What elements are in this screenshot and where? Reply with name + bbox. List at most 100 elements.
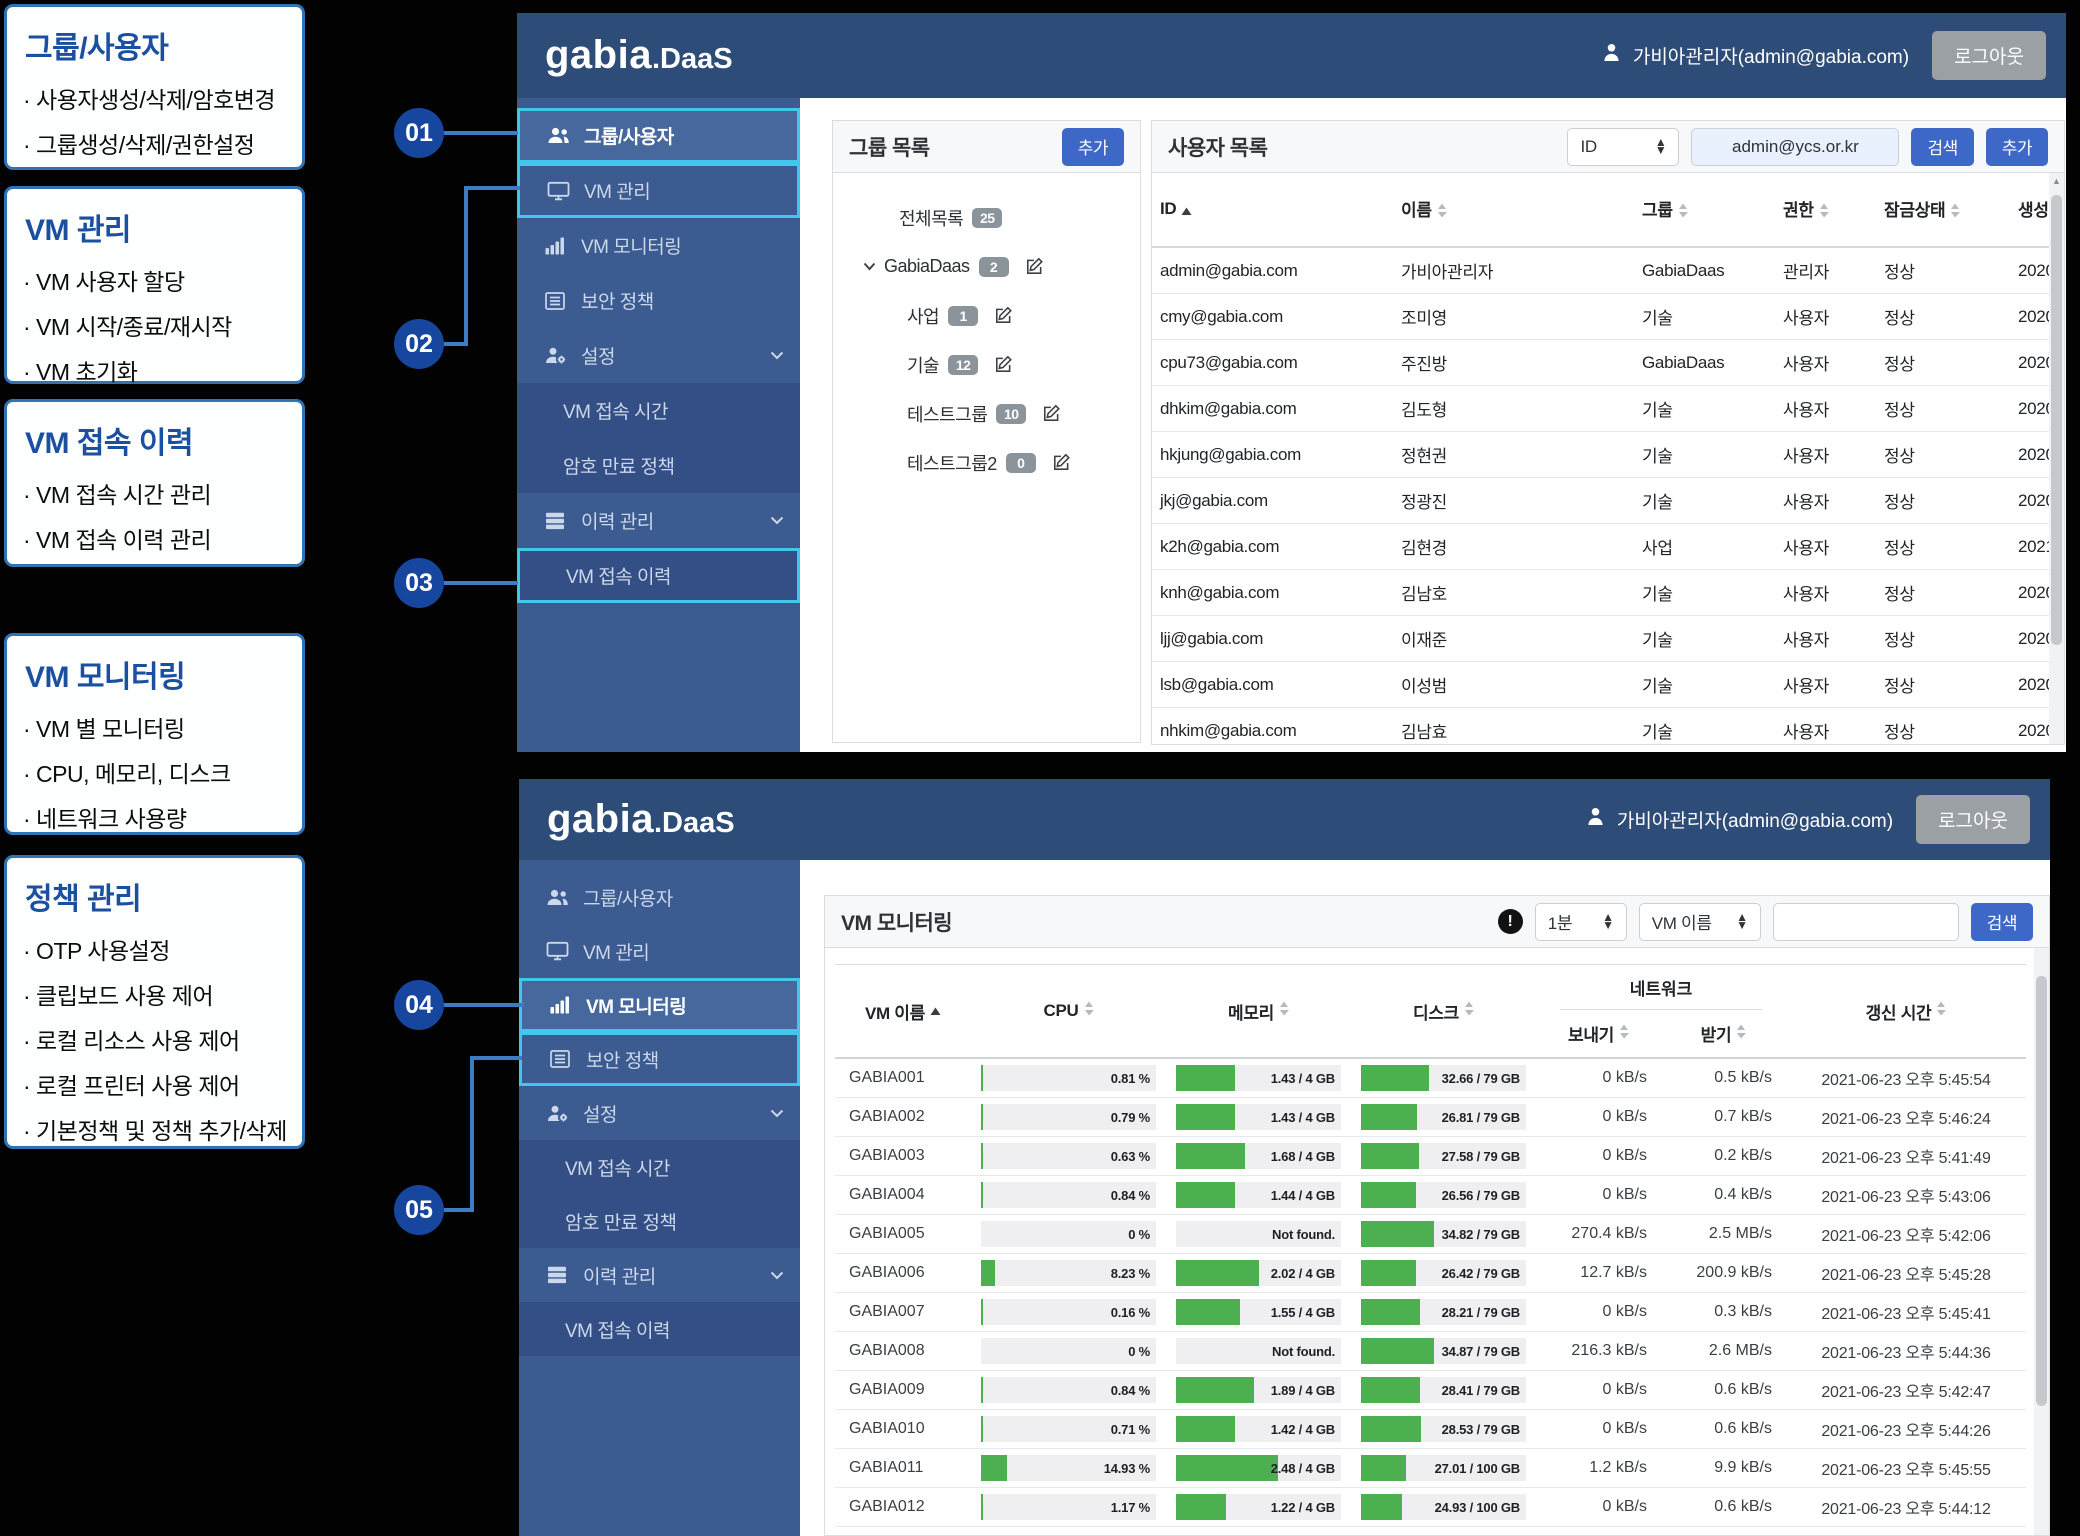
list-icon (543, 291, 567, 310)
sidebar-item-vm-management[interactable]: VM 관리 (519, 924, 800, 978)
callout-box-05: 정책 관리 · OTP 사용설정 · 클립보드 사용 제어 · 로컬 리소스 사용 … (4, 855, 305, 1149)
sidebar-item-vm-monitoring[interactable]: VM 모니터링 (519, 978, 800, 1032)
refresh-interval-select[interactable]: 1분 ▲ ▼ (1534, 902, 1627, 941)
callout-bullet: · OTP 사용설정 (23, 938, 170, 964)
person-icon (1603, 43, 1620, 68)
callout-title: 그룹/사용자 (25, 32, 169, 65)
sidebar-item-settings[interactable]: 설정 (519, 1086, 800, 1140)
column-header-memory[interactable]: 메모리 (1166, 965, 1351, 1057)
logout-button[interactable]: 로그아웃 (1916, 795, 2030, 844)
top-app-header: gabia .DaaS 가비아관리자(admin@gabia.com) 로그아웃 (517, 13, 2066, 98)
sidebar-item-vm-monitoring[interactable]: VM 모니터링 (517, 218, 800, 273)
edit-group-icon[interactable] (1052, 453, 1071, 472)
add-group-button[interactable]: 추가 (1061, 127, 1124, 166)
sort-icon (1936, 1001, 1947, 1021)
column-header-received[interactable]: 받기 (1661, 1010, 1786, 1057)
edit-group-icon[interactable] (994, 306, 1013, 325)
column-header-disk[interactable]: 디스크 (1351, 965, 1536, 1057)
vm-search-input[interactable] (1772, 902, 1959, 941)
group-tree-item[interactable]: 테스트그룹 10 (833, 389, 1140, 438)
group-tree-item[interactable]: GabiaDaas 2 (833, 242, 1140, 291)
column-header-vm-name[interactable]: VM 이름 (835, 965, 971, 1057)
list-icon (548, 1050, 572, 1068)
scrollbar-thumb[interactable] (2051, 195, 2062, 645)
chevron-down-icon (770, 1271, 784, 1280)
column-header-4[interactable]: 잠금상태 (1876, 173, 2010, 248)
sidebar-item-security-policy[interactable]: 보안 정책 (519, 1032, 800, 1086)
vm-name: GABIA006 (849, 1264, 925, 1281)
chart-icon (543, 237, 567, 255)
group-tree-item[interactable]: 전체목록 25 (833, 193, 1140, 242)
sidebar-item-vm-access-history[interactable]: VM 접속 이력 (519, 1302, 800, 1356)
network-received: 0.7 kB/s (1714, 1108, 1772, 1125)
network-received: 0.3 kB/s (1714, 1303, 1772, 1320)
logout-button[interactable]: 로그아웃 (1932, 31, 2046, 80)
sidebar-item-label: 이력 관리 (583, 1266, 656, 1288)
edit-group-icon[interactable] (994, 355, 1013, 374)
column-header-3[interactable]: 권한 (1775, 173, 1876, 248)
sort-icon (1464, 1001, 1475, 1021)
search-field-select[interactable]: ID ▲ ▼ (1567, 127, 1680, 166)
sidebar-item-history-management[interactable]: 이력 관리 (519, 1248, 800, 1302)
sidebar-item-label: VM 관리 (583, 942, 650, 964)
sidebar-item-password-expiry-policy[interactable]: 암호 만료 정책 (517, 438, 800, 493)
sidebar-item-vm-access-time[interactable]: VM 접속 시간 (519, 1140, 800, 1194)
search-field-select[interactable]: VM 이름 ▲ ▼ (1638, 902, 1761, 941)
group-tree-item[interactable]: 기술 12 (833, 340, 1140, 389)
column-header-cpu[interactable]: CPU (971, 965, 1166, 1057)
sidebar-item-security-policy[interactable]: 보안 정책 (517, 273, 800, 328)
sidebar-item-groups-users[interactable]: 그룹/사용자 (519, 870, 800, 924)
sidebar-item-vm-access-time[interactable]: VM 접속 시간 (517, 383, 800, 438)
sidebar-item-vm-access-history[interactable]: VM 접속 이력 (517, 548, 800, 603)
scrollbar-thumb[interactable] (2036, 976, 2047, 1406)
table-row[interactable]: admin@gabia.com 가비아관리자 GabiaDaas 관리자 정상 2020-… (1160, 260, 2064, 283)
callout-bullet: · 로컬 프린터 사용 제어 (23, 1073, 240, 1099)
user-search-input[interactable] (1691, 127, 1900, 166)
group-count-badge: 1 (948, 305, 979, 326)
add-user-button[interactable]: 추가 (1985, 127, 2048, 166)
column-header-1[interactable]: 이름 (1393, 173, 1634, 248)
network-sent: 0 kB/s (1602, 1381, 1647, 1398)
sidebar-item-history-management[interactable]: 이력 관리 (517, 493, 800, 548)
callout-title: VM 모니터링 (25, 661, 186, 694)
sidebar-item-vm-management[interactable]: VM 관리 (517, 163, 800, 218)
updated-time: 2021-06-23 오후 5:45:28 (1821, 1267, 1991, 1284)
tree-caret-icon[interactable] (863, 262, 876, 271)
vm-table-scrollbar[interactable] (2034, 948, 2049, 1535)
search-vm-button[interactable]: 검색 (1970, 902, 2033, 941)
column-header-0[interactable]: ID (1152, 173, 1393, 248)
connector-line (444, 131, 518, 135)
search-users-button[interactable]: 검색 (1911, 127, 1974, 166)
info-icon[interactable]: ! (1497, 909, 1523, 934)
gabia-daas-logo: gabia .DaaS (545, 33, 733, 77)
network-received: 0.5 kB/s (1714, 1069, 1772, 1086)
memory-bar: 1.42 / 4 GB (1176, 1416, 1341, 1442)
sidebar-item-password-expiry-policy[interactable]: 암호 만료 정책 (519, 1194, 800, 1248)
user-table-scrollbar[interactable]: ▲ (2049, 173, 2064, 744)
scroll-up-icon[interactable]: ▲ (2052, 175, 2061, 186)
edit-group-icon[interactable] (1042, 404, 1061, 423)
column-header-updated[interactable]: 갱신 시간 (1786, 965, 2026, 1057)
updated-time: 2021-06-23 오후 5:45:55 (1821, 1462, 1991, 1479)
group-name: 사업 (907, 306, 940, 327)
select-arrows-icon: ▲ ▼ (1654, 135, 1667, 157)
column-header-sent[interactable]: 보내기 (1536, 1010, 1661, 1057)
sidebar-item-groups-users[interactable]: 그룹/사용자 (517, 108, 800, 163)
connector-line (464, 188, 468, 346)
vm-row: GABIA012 1.17 % 1.22 / 4 GB 24.93 / 100 … (835, 1488, 2026, 1527)
group-tree-item[interactable]: 사업 1 (833, 291, 1140, 340)
column-header-2[interactable]: 그룹 (1634, 173, 1775, 248)
table-row[interactable]: cpu73@gabia.com주진방GabiaDaas사용자정상2020-07-… (1152, 339, 2064, 386)
sidebar-item-settings[interactable]: 설정 (517, 328, 800, 383)
group-tree-item[interactable]: 테스트그룹2 0 (833, 438, 1140, 487)
edit-group-icon[interactable] (1025, 257, 1044, 276)
